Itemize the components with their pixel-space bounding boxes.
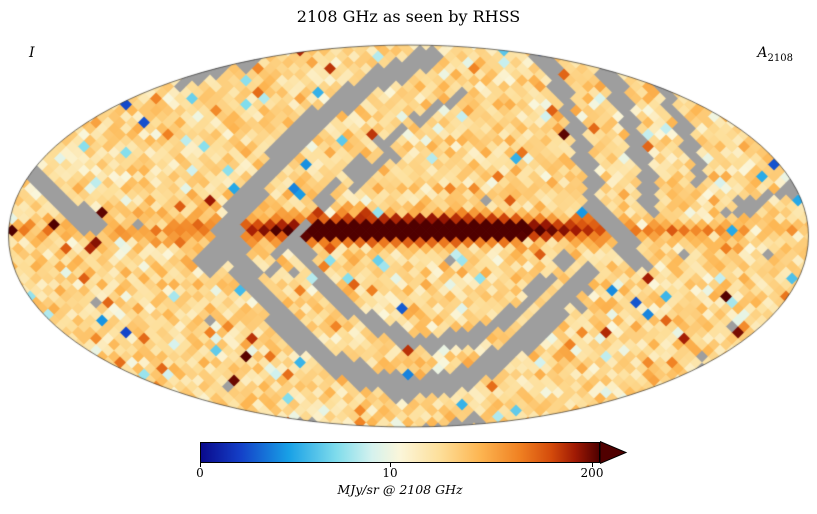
colorbar-tick: [200, 463, 201, 467]
colorbar-extend-arrow: [600, 441, 628, 464]
colorbar-tick-label-0: 0: [196, 466, 204, 480]
stokes-parameter-label: I: [29, 45, 35, 61]
map-name-base: A: [757, 45, 768, 61]
map-name-label: A2108: [757, 45, 793, 64]
colorbar-tick-label-1: 10: [382, 466, 398, 480]
colorbar-unit-label: MJy/sr @ 2108 GHz: [337, 482, 463, 497]
colorbar-tick-label-2: 200: [580, 466, 604, 480]
colorbar: [200, 441, 628, 467]
colorbar-gradient: [200, 442, 600, 463]
colorbar-tick: [390, 463, 391, 467]
figure-title: 2108 GHz as seen by RHSS: [296, 7, 521, 26]
colorbar-tick: [592, 463, 593, 467]
colorbar-arrow-shape: [600, 441, 628, 464]
map-name-subscript: 2108: [767, 52, 793, 64]
